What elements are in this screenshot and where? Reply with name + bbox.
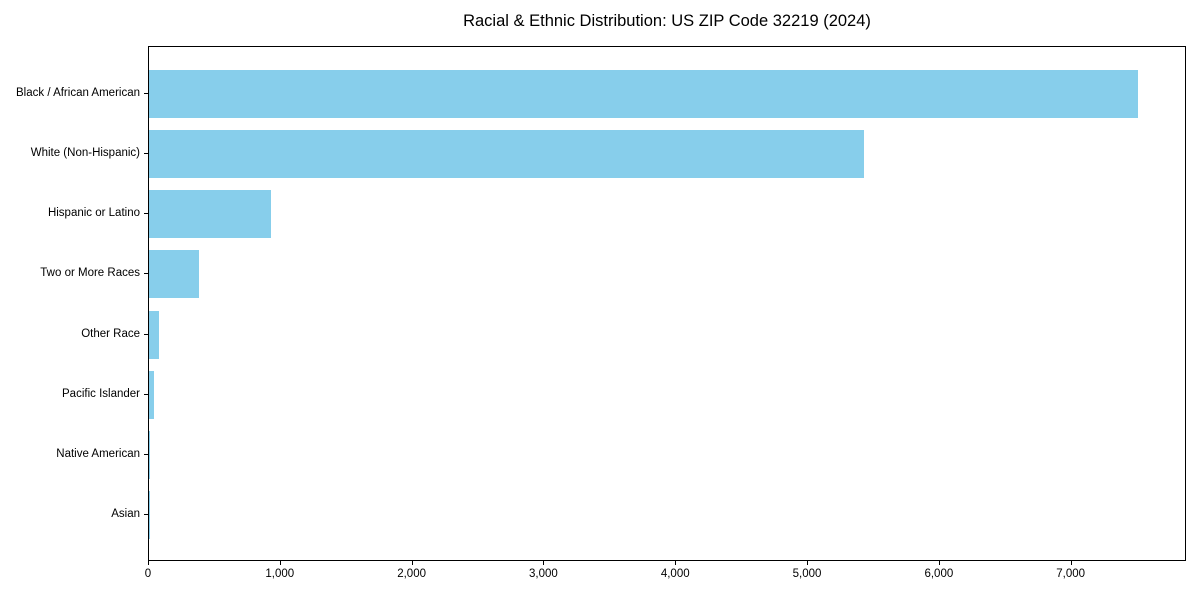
y-tick [144,153,148,155]
y-axis-label: Hispanic or Latino [47,207,140,220]
bar-white-non-hispanic [149,130,865,179]
x-tick-label: 0 [144,568,152,580]
bar-two-or-more-races [149,250,200,299]
y-axis-label: Black / African American [16,87,140,100]
y-axis-label: Native American [56,447,140,460]
y-tick [144,453,148,455]
y-axis-label: White (Non-Hispanic) [30,147,140,160]
x-tick-label: 4,000 [660,568,690,580]
x-tick-label: 3,000 [529,568,558,580]
y-tick [144,333,148,335]
y-tick [144,213,148,215]
x-tick [675,561,677,565]
chart-title: Racial & Ethnic Distribution: US ZIP Cod… [463,12,871,30]
x-tick-label: 1,000 [265,568,295,580]
bar-asian [149,490,150,539]
y-tick [144,93,148,95]
x-tick-label: 6,000 [924,568,954,580]
bar-other-race [149,310,159,359]
x-tick-label: 2,000 [397,568,426,580]
bar-pacific-islander [149,370,154,419]
x-tick [543,561,545,565]
y-axis-label: Pacific Islander [62,387,140,400]
x-tick [279,561,281,565]
x-tick [148,561,149,565]
plot-area [148,46,1186,561]
x-tick-label: 5,000 [792,568,822,580]
bar-black-african-american [149,70,1138,119]
y-tick [144,273,148,275]
y-tick [144,513,148,515]
bar-hispanic-or-latino [149,190,271,239]
x-tick-label: 7,000 [1056,568,1086,580]
y-axis-label: Asian [111,507,140,520]
bar-native-american [149,430,151,479]
x-tick [411,561,413,565]
y-tick [144,393,148,395]
x-tick [807,561,809,565]
x-tick [1070,561,1072,565]
y-axis-label: Two or More Races [40,267,140,280]
x-tick [938,561,940,565]
y-axis-label: Other Race [81,327,140,340]
